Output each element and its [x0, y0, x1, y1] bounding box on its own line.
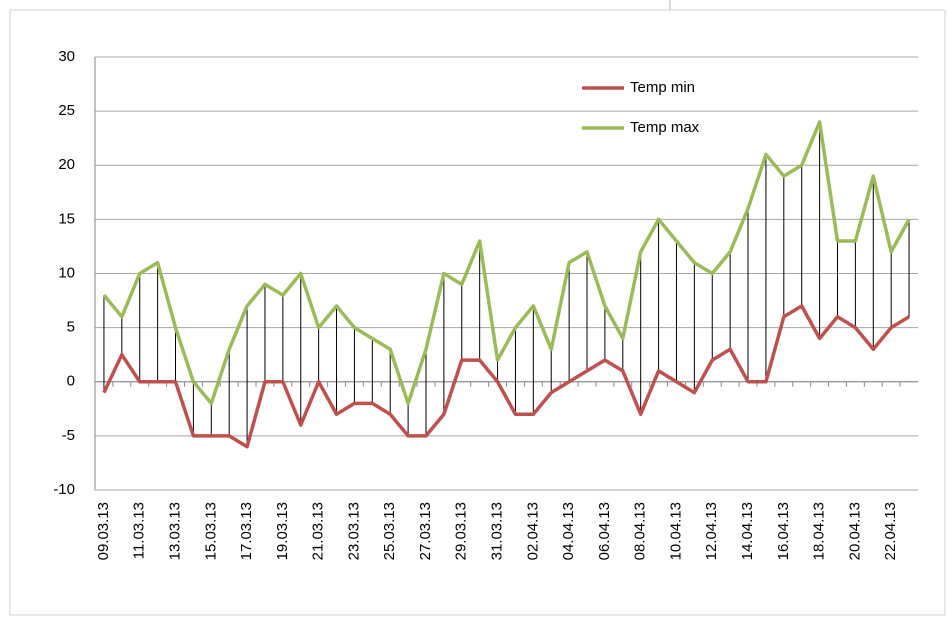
- x-tick-label: 08.04.13: [632, 502, 649, 560]
- series-line: [102, 304, 910, 449]
- x-tick-label: 14.04.13: [739, 502, 756, 560]
- y-tick-label: 25: [58, 102, 75, 119]
- series-line: [102, 120, 911, 406]
- x-tick-label: 18.04.13: [811, 502, 828, 560]
- x-tick-label: 11.03.13: [131, 502, 148, 559]
- x-tick-label: 02.04.13: [524, 502, 541, 560]
- x-tick-label: 16.04.13: [775, 502, 792, 560]
- y-tick-label: -10: [53, 481, 75, 498]
- legend-label: Temp min: [630, 79, 695, 96]
- x-tick-label: 20.04.13: [846, 502, 863, 560]
- x-tick-label: 19.03.13: [274, 502, 291, 560]
- y-tick-label: 30: [58, 48, 75, 65]
- x-tick-label: 06.04.13: [596, 502, 613, 560]
- x-tick-label: 31.03.13: [489, 502, 506, 560]
- x-tick-label: 12.04.13: [703, 502, 720, 560]
- x-tick-label: 21.03.13: [310, 502, 327, 560]
- y-tick-label: 0: [67, 373, 75, 390]
- x-tick-label: 04.04.13: [560, 502, 577, 560]
- x-tick-label: 09.03.13: [95, 502, 112, 560]
- x-tick-label: 27.03.13: [417, 502, 434, 560]
- x-tick-label: 10.04.13: [667, 502, 684, 560]
- x-tick-label: 25.03.13: [381, 502, 398, 560]
- x-tick-label: 15.03.13: [202, 502, 219, 560]
- y-tick-label: 15: [58, 210, 75, 227]
- x-tick-label: 29.03.13: [453, 502, 470, 560]
- y-tick-label: -5: [62, 427, 75, 444]
- y-tick-label: 5: [67, 319, 75, 336]
- y-tick-label: 10: [58, 264, 75, 281]
- legend-label: Temp max: [630, 119, 700, 136]
- x-tick-label: 23.03.13: [345, 502, 362, 560]
- y-tick-label: 20: [58, 156, 75, 173]
- x-tick-label: 22.04.13: [882, 502, 899, 560]
- x-tick-label: 17.03.13: [238, 502, 255, 560]
- x-tick-label: 13.03.13: [166, 502, 183, 560]
- chart-frame: [9, 9, 946, 616]
